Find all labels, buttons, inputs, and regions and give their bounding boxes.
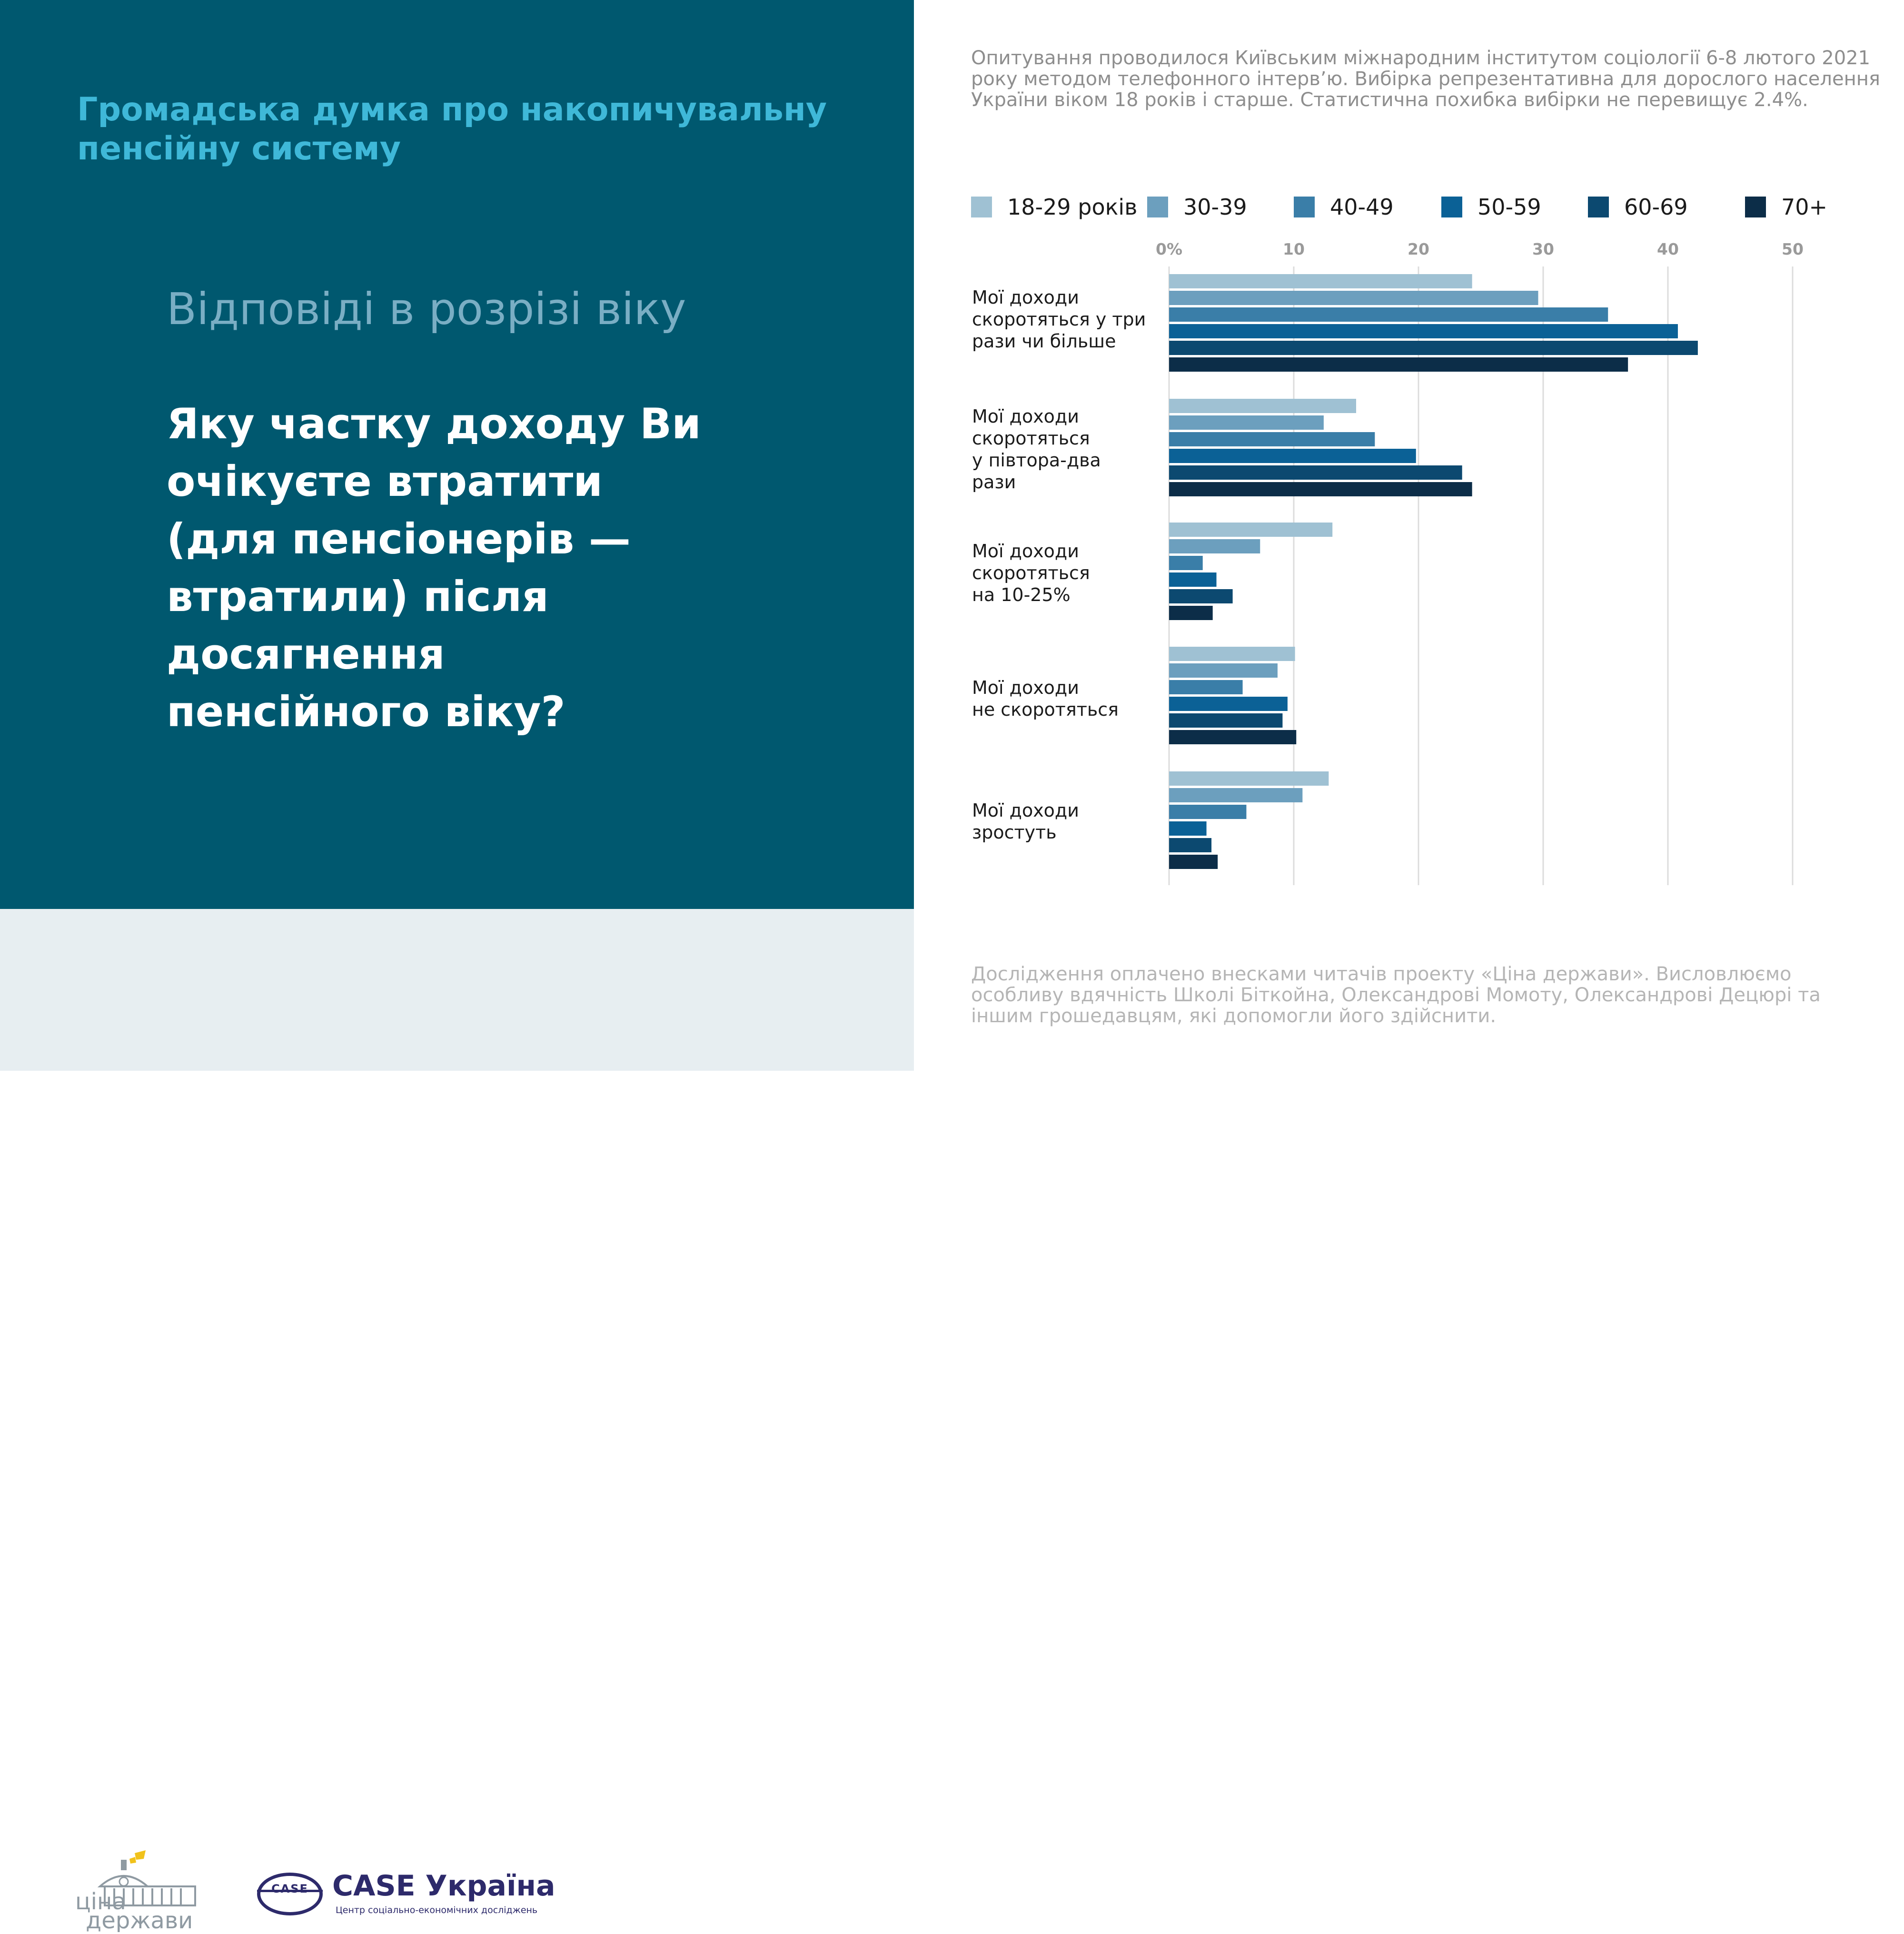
legend-swatch [1147,197,1168,217]
bar-chart: 0% 10 20 30 40 50 [1156,240,1804,885]
question-line-1: Яку частку доходу Ви [167,399,701,448]
category-label-line: Мої доходи [972,406,1079,427]
case-oval-text: CASE [271,1882,308,1895]
category-label-line: зростуть [972,822,1057,843]
category-label-line: Мої доходи [972,677,1079,698]
question-line-2: очікуєте втратити [167,457,603,506]
x-tick-label: 30 [1532,240,1554,258]
x-tick-label: 10 [1283,240,1305,258]
bar [1169,606,1213,620]
bar [1169,788,1303,802]
legend-swatch [1745,197,1766,217]
x-tick-label: 50 [1782,240,1804,258]
bar [1169,821,1207,836]
bar [1169,357,1628,372]
cina-logo-word-2: держави [86,1907,193,1932]
bar [1169,589,1233,603]
bar [1169,697,1288,711]
legend-swatch [1441,197,1462,217]
question-line-4: втратили) після [167,572,549,621]
bar [1169,539,1260,553]
chart-legend: 18-29 років 30-39 40-49 50-59 60-69 70+ [971,193,1885,221]
bar [1169,556,1203,570]
category-label: Мої доходи не скоротяться [972,677,1158,720]
bar [1169,838,1212,852]
funding-note: Дослідження оплачено внесками читачів пр… [971,963,1821,1027]
category-label-line: Мої доходи [972,800,1079,821]
legend-label: 18-29 років [1007,194,1138,220]
question-line-6: пенсійного віку? [167,687,565,736]
bar [1169,432,1375,446]
parliament-dome-icon: ціна держави [75,1850,196,1934]
bar [1169,730,1297,744]
category-label-line: скоротяться [972,428,1090,449]
bar [1169,449,1416,463]
legend-swatch [971,197,992,217]
category-label-line: Мої доходи [972,287,1079,308]
case-ukraine-logo: CASE CASE Україна Центр соціально-економ… [257,1868,555,1920]
legend-label: 70+ [1781,194,1828,220]
bar [1169,465,1462,480]
x-tick-label: 0% [1156,240,1182,258]
question-line-5: досягнення [167,630,445,679]
question-line-3: (для пенсіонерів — [167,514,631,563]
bar [1169,482,1472,496]
title-panel: Громадська думка про накопичувальну пенс… [0,0,914,909]
bar [1169,680,1243,694]
methodology-note: Опитування проводилося Київським міжнаро… [971,47,1880,111]
bar [1169,291,1538,305]
x-tick-label: 20 [1408,240,1429,258]
bar [1169,771,1329,786]
category-label-line: Мої доходи [972,541,1079,562]
category-label-line: рази [972,472,1016,493]
category-label: Мої доходи скоротяться на 10-25% [972,540,1158,606]
report-title-line-1: Громадська думка про накопичувальну [77,91,827,128]
bar [1169,855,1218,869]
section-subtitle: Відповіді в розрізі віку [167,284,686,335]
bar [1169,805,1247,819]
bar [1169,399,1356,413]
bar [1169,324,1678,338]
bar [1169,415,1324,430]
legend-label: 60-69 [1624,194,1688,220]
x-tick-label: 40 [1657,240,1679,258]
category-label-line: на 10-25% [972,584,1071,605]
category-label-line: не скоротяться [972,699,1119,720]
legend-swatch [1294,197,1315,217]
bar [1169,307,1608,322]
bar [1169,341,1698,355]
bar [1169,572,1217,587]
case-logo-name: CASE Україна [332,1869,555,1903]
bar [1169,663,1278,678]
category-label-line: у півтора-два [972,450,1101,471]
legend-label: 40-49 [1330,194,1394,220]
legend-label: 30-39 [1183,194,1247,220]
category-label-line: скоротяться [972,562,1090,583]
cina-derzhavy-logo: ціна держави [71,1846,205,1934]
survey-question: Яку частку доходу Ви очікуєте втратити (… [167,395,881,740]
report-title-line-2: пенсійну систему [77,130,401,168]
category-label: Мої доходи скоротяться у півтора-два рази [972,405,1158,493]
bar [1169,274,1472,288]
legend-label: 50-59 [1478,194,1541,220]
category-label: Мої доходи зростуть [972,799,1158,843]
chart-panel [914,0,1904,1071]
category-label-line: скоротяться у три [972,309,1146,330]
category-label-line: рази чи більше [972,331,1116,352]
category-label: Мої доходи скоротяться у три рази чи більш… [972,286,1158,352]
bar [1169,523,1333,537]
case-logo-tagline: Центр соціально-економічних досліджень [336,1905,538,1915]
bar [1169,713,1283,728]
report-title: Громадська думка про накопичувальну пенс… [77,90,886,168]
bar [1169,647,1295,661]
legend-swatch [1588,197,1609,217]
